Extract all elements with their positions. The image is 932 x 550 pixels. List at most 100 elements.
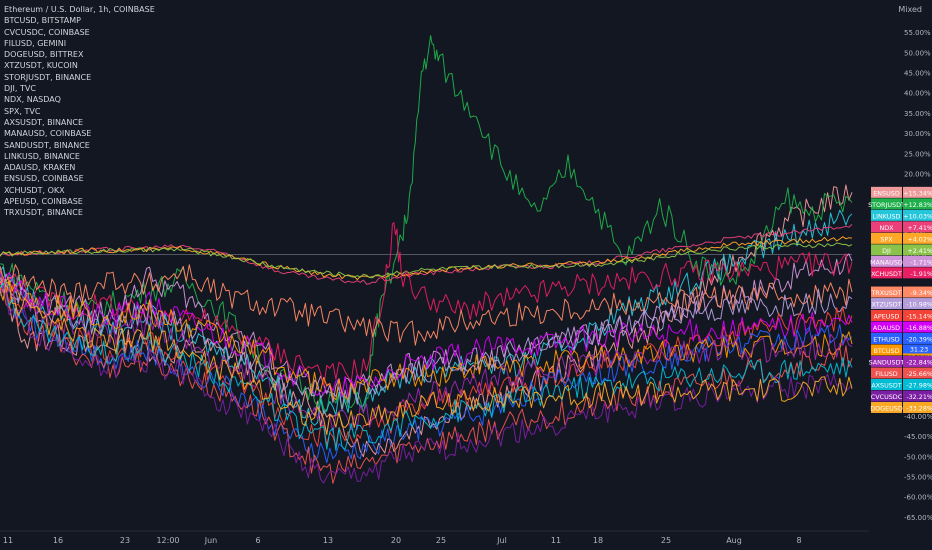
series-end-name: SANDUSDT — [869, 358, 905, 366]
legend-entry[interactable]: Ethereum / U.S. Dollar, 1h, COINBASE — [4, 5, 155, 14]
series-end-value-tag — [903, 221, 932, 233]
series-line-axsusdt — [0, 282, 853, 451]
y-tick-label: 55.00% — [904, 29, 931, 37]
legend-entry[interactable]: DJI, TVC — [4, 84, 36, 94]
symbol-legend: Ethereum / U.S. Dollar, 1h, COINBASE BTCU… — [4, 4, 155, 219]
series-end-value: -32.21% — [906, 393, 932, 401]
series-end-name: APEUSD — [874, 312, 900, 320]
x-tick-label: Aug — [726, 536, 742, 545]
x-tick-label: 20 — [391, 536, 401, 545]
series-end-name-tag — [871, 401, 902, 413]
x-tick-label: 18 — [593, 536, 603, 545]
series-end-value: -15.14% — [906, 312, 932, 320]
series-line-dogeusd — [0, 281, 853, 436]
series-line-apeusd — [0, 284, 853, 448]
legend-entry[interactable]: ADAUSD, KRAKEN — [4, 163, 76, 173]
legend-entry[interactable]: SANDUSDT, BINANCE — [4, 140, 90, 150]
x-tick-label: 6 — [255, 536, 260, 545]
legend-entry[interactable]: STORJUSDT, BINANCE — [4, 72, 92, 82]
series-end-name-tag — [871, 298, 902, 310]
legend-entry[interactable]: APEUSD, COINBASE — [4, 197, 83, 207]
series-end-value-tag — [903, 267, 932, 279]
series-end-value-tag — [903, 401, 932, 413]
series-end-name: FILUSD — [875, 370, 898, 378]
x-tick-label: 12:00 — [156, 536, 179, 545]
y-tick-label: -55.00% — [904, 474, 932, 482]
legend-entry[interactable]: TRXUSDT, BINANCE — [4, 208, 83, 218]
series-end-value-tag — [903, 186, 932, 198]
series-line-ndx — [0, 224, 853, 285]
legend-entry[interactable]: NDX, NASDAQ — [4, 95, 61, 105]
x-tick-label: 25 — [661, 536, 671, 545]
legend-entry[interactable]: XTZUSDT, KUCOIN — [4, 61, 78, 71]
x-tick-label: 13 — [323, 536, 333, 545]
series-end-value-tag — [903, 321, 932, 333]
series-end-value-tag — [903, 367, 932, 379]
series-end-name: TRXUSDT — [870, 289, 901, 297]
y-tick-label: -40.00% — [904, 413, 932, 421]
series-end-value: -27.98% — [906, 381, 932, 389]
countdown-tag — [903, 344, 932, 354]
x-tick-label: 11 — [551, 536, 561, 545]
series-end-name-tag — [871, 286, 902, 298]
series-end-name-tag — [871, 321, 902, 333]
series-end-value-tag — [903, 198, 932, 210]
series-line-ethusd — [0, 282, 853, 464]
series-line-ensusd — [0, 184, 853, 458]
series-end-name-tag — [871, 198, 902, 210]
series-end-name: NDX — [879, 224, 894, 232]
series-end-name: BTCUSD — [873, 347, 899, 355]
series-end-name: ETHUSD — [873, 335, 899, 343]
series-end-name-tag — [871, 378, 902, 390]
legend-entry[interactable]: ENSUSD, COINBASE — [4, 174, 84, 184]
y-tick-label: 40.00% — [904, 90, 931, 98]
legend-entry[interactable]: AXSUSDT, BINANCE — [4, 117, 84, 127]
series-end-name-tag — [871, 367, 902, 379]
series-end-value: -1.71% — [910, 258, 932, 266]
series-line-spx — [0, 236, 853, 281]
series-end-name-tag — [871, 221, 902, 233]
series-end-value: -33.28% — [906, 404, 932, 412]
x-tick-label: 16 — [53, 536, 63, 545]
series-end-name: DOGEUSD — [870, 404, 903, 412]
series-line-dji — [0, 242, 853, 279]
scale-mode-label[interactable]: Mixed — [898, 5, 922, 14]
series-end-name-tag — [871, 344, 902, 356]
series-line-adausd — [0, 272, 853, 398]
y-tick-label: 50.00% — [904, 49, 931, 57]
legend-entry[interactable]: FILUSD, GEMINI — [4, 38, 67, 48]
legend-entry[interactable]: XCHUSDT, OKX — [4, 185, 65, 195]
series-line-xtzusdt — [0, 277, 853, 411]
series-end-value-tag — [903, 286, 932, 298]
series-end-name-tag — [871, 355, 902, 367]
series-end-name: LINKUSD — [873, 212, 901, 220]
series-end-name-tag — [871, 267, 902, 279]
legend-entry[interactable]: BTCUSD, BITSTAMP — [4, 16, 81, 26]
legend-entry[interactable]: SPX, TVC — [4, 106, 41, 116]
series-line-sandusdt — [0, 272, 853, 433]
legend-entry[interactable]: CVCUSDC, COINBASE — [4, 27, 90, 37]
series-end-value: -9.34% — [910, 289, 932, 297]
legend-entry[interactable]: DOGEUSD, BITTREX — [4, 50, 84, 60]
series-end-name-tag — [871, 332, 902, 344]
series-end-name: SPX — [880, 235, 893, 243]
y-tick-label: -60.00% — [904, 494, 932, 502]
legend-entry[interactable]: LINKUSD, BINANCE — [4, 151, 80, 161]
series-end-value-tag — [903, 232, 932, 244]
y-tick-label: 25.00% — [904, 150, 931, 158]
series-end-name: XTZUSDT — [871, 301, 901, 309]
series-end-value-tag — [903, 390, 932, 402]
y-tick-label: 20.00% — [904, 171, 931, 179]
series-end-value-tag — [903, 209, 932, 221]
series-end-name-tag — [871, 390, 902, 402]
series-end-name-tag — [871, 244, 902, 256]
legend-entry[interactable]: MANAUSD, COINBASE — [4, 129, 92, 139]
series-line-trxusdt — [0, 264, 853, 346]
series-end-value: -10.98% — [906, 301, 932, 309]
series-end-name: STORJUSDT — [868, 201, 905, 209]
series-end-name-tag — [871, 255, 902, 267]
series-end-value: -22.84% — [906, 358, 932, 366]
series-end-value: +15.34% — [903, 189, 932, 197]
y-tick-label: -50.00% — [904, 453, 932, 461]
